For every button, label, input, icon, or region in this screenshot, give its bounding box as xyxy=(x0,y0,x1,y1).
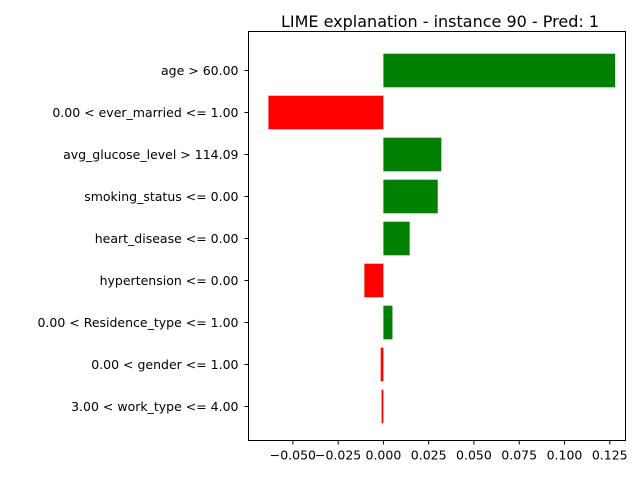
x-tick-label: −0.025 xyxy=(315,448,361,463)
y-tick-label: hypertension <= 0.00 xyxy=(100,273,239,288)
bar xyxy=(381,389,384,424)
bar xyxy=(383,221,410,256)
x-ticks: −0.050 −0.025 0.000 0.025 0.050 0.075 0.100 0.1… xyxy=(270,440,628,463)
x-tick-label: −0.050 xyxy=(270,448,316,463)
x-tick-label: 0.025 xyxy=(411,448,447,463)
x-tick-label: 0.075 xyxy=(501,448,537,463)
bar xyxy=(383,179,438,214)
y-tick-label: heart_disease <= 0.00 xyxy=(95,231,239,246)
y-tick-label: 3.00 < work_type <= 4.00 xyxy=(71,399,238,414)
x-tick-label: 0.125 xyxy=(592,448,628,463)
y-tick-label: 0.00 < ever_married <= 1.00 xyxy=(52,105,238,120)
y-tick-label: smoking_status <= 0.00 xyxy=(84,189,238,204)
x-tick-label: 0.100 xyxy=(547,448,583,463)
y-tick-labels: age > 60.00 0.00 < ever_married <= 1.00 av… xyxy=(37,63,249,414)
y-tick-label: avg_glucose_level > 114.09 xyxy=(63,147,238,162)
bar xyxy=(383,53,616,88)
y-tick-label: 0.00 < gender <= 1.00 xyxy=(91,357,238,372)
plot-frame xyxy=(248,31,626,441)
y-tick-label: 0.00 < Residence_type <= 1.00 xyxy=(37,315,238,330)
bar xyxy=(383,137,442,172)
bar xyxy=(380,347,384,382)
y-tick-label: age > 60.00 xyxy=(161,63,239,78)
x-tick-label: 0.050 xyxy=(456,448,492,463)
bar xyxy=(364,263,384,298)
bars-group xyxy=(268,53,616,424)
x-tick-label: 0.000 xyxy=(366,448,402,463)
bar xyxy=(268,95,384,130)
chart-title: LIME explanation - instance 90 - Pred: 1 xyxy=(281,12,599,31)
bar xyxy=(383,305,393,340)
